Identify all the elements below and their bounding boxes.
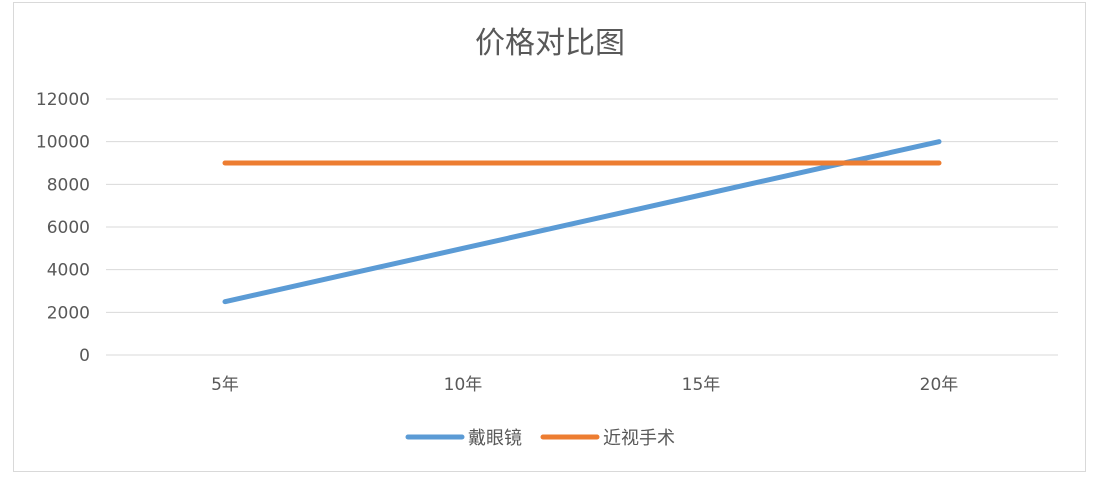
series-lines [222, 139, 942, 305]
legend-label: 近视手术 [603, 428, 675, 449]
y-tick-label: 12000 [36, 90, 90, 110]
x-tick-label: 15年 [682, 375, 721, 395]
x-tick-label: 20年 [920, 375, 959, 395]
y-tick-label: 0 [79, 346, 90, 366]
legend-label: 戴眼镜 [468, 428, 522, 449]
series-line-1 [222, 139, 942, 305]
chart-frame [13, 2, 1086, 472]
y-tick-label: 2000 [47, 303, 90, 323]
y-tick-label: 6000 [47, 218, 90, 238]
x-tick-label: 5年 [211, 375, 239, 395]
x-axis-tick-labels: 5年 10年 15年 20年 [211, 375, 958, 395]
x-tick-label: 10年 [444, 375, 483, 395]
y-axis-tick-labels: 0 2000 4000 6000 8000 10000 12000 [36, 90, 90, 366]
chart-title: 价格对比图 [475, 26, 625, 61]
gridlines [106, 98, 1058, 356]
legend: 戴眼镜 近视手术 [405, 428, 675, 449]
y-tick-label: 8000 [47, 175, 90, 195]
y-tick-label: 10000 [36, 133, 90, 153]
y-tick-label: 4000 [47, 261, 90, 281]
